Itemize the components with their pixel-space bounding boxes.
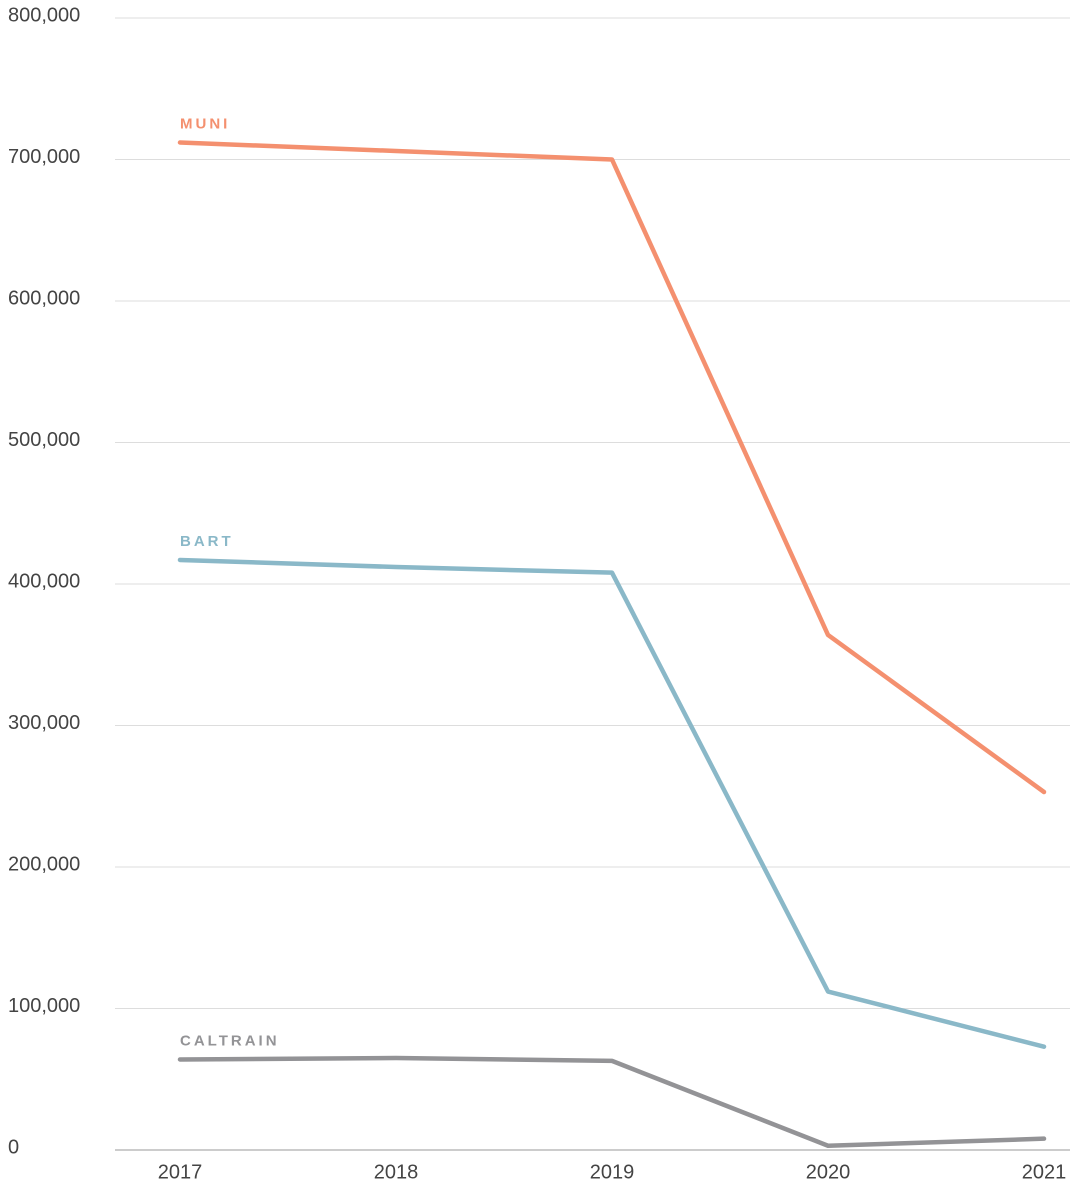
y-tick-label: 100,000 [8,995,80,1017]
x-tick-label: 2017 [158,1161,203,1183]
x-tick-label: 2018 [374,1161,419,1183]
y-tick-label: 0 [8,1136,19,1158]
series-line [177,557,1047,1049]
series-line [177,140,1047,795]
x-tick-label: 2019 [590,1161,635,1183]
series-label: BART [180,533,234,550]
y-tick-label: 500,000 [8,429,80,451]
series-label: MUNI [180,115,230,132]
series-line [177,1055,1047,1149]
y-tick-label: 600,000 [8,287,80,309]
series-label: CALTRAIN [180,1032,280,1049]
y-tick-label: 700,000 [8,146,80,168]
y-tick-label: 800,000 [8,4,80,26]
x-tick-label: 2021 [1022,1161,1067,1183]
y-tick-label: 300,000 [8,712,80,734]
x-tick-label: 2020 [806,1161,851,1183]
y-tick-label: 400,000 [8,570,80,592]
y-tick-label: 200,000 [8,853,80,875]
